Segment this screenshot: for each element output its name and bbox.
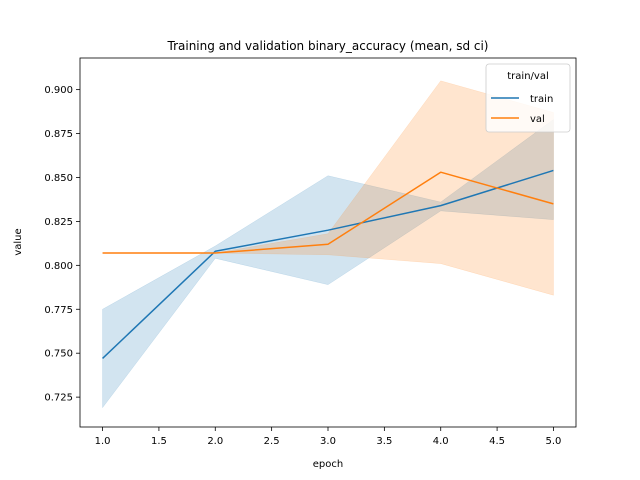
y-tick-label: 0.825 (44, 217, 73, 228)
ci-band-train (102, 119, 554, 409)
legend: train/val train val (485, 63, 571, 133)
legend-box (485, 63, 571, 133)
x-axis-label: epoch (313, 459, 343, 470)
x-tick-label: 4.0 (433, 436, 449, 447)
y-axis-label: value (13, 228, 24, 255)
chart-title: Training and validation binary_accuracy … (167, 39, 489, 53)
series-line-val (102, 171, 554, 254)
x-tick-label: 5.0 (546, 436, 562, 447)
x-tick-label: 1.5 (151, 436, 167, 447)
series-lines (102, 169, 554, 360)
legend-label-train: train (530, 94, 553, 105)
x-tick-label: 2.5 (264, 436, 280, 447)
x-tick-label: 3.5 (376, 436, 392, 447)
legend-label-val: val (530, 114, 545, 125)
y-tick-label: 0.850 (44, 173, 73, 184)
confidence-bands (102, 80, 554, 409)
x-tick-label: 3.0 (320, 436, 336, 447)
x-axis-ticks: 1.0 1.5 2.0 2.5 3.0 3.5 4.0 4.5 5.0 (95, 427, 562, 447)
y-tick-label: 0.750 (44, 349, 73, 360)
x-tick-label: 1.0 (95, 436, 111, 447)
y-tick-label: 0.875 (44, 129, 73, 140)
y-axis-ticks: 0.725 0.750 0.775 0.800 0.825 0.850 0.875 0.900 (44, 85, 80, 404)
x-tick-label: 2.0 (207, 436, 223, 447)
x-tick-label: 4.5 (489, 436, 505, 447)
series-line-train (102, 169, 554, 360)
ci-band-val (102, 80, 554, 296)
y-tick-label: 0.800 (44, 261, 73, 272)
legend-title: train/val (507, 71, 548, 82)
y-tick-label: 0.725 (44, 393, 73, 404)
legend-items: train val (491, 94, 553, 125)
y-tick-label: 0.900 (44, 85, 73, 96)
y-tick-label: 0.775 (44, 305, 73, 316)
